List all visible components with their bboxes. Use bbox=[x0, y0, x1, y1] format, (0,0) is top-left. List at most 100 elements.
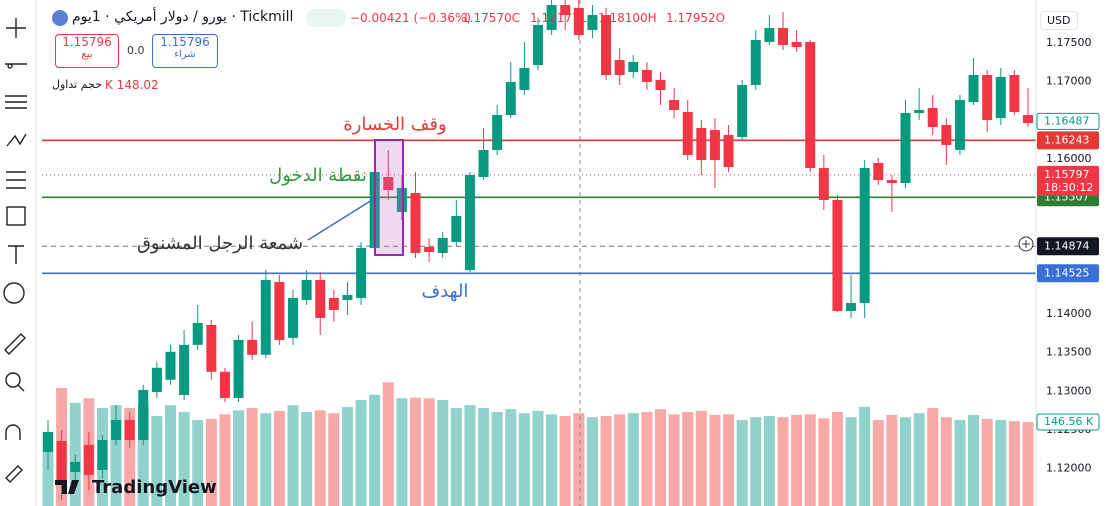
candle-body bbox=[396, 187, 407, 212]
volume-bar bbox=[546, 414, 558, 506]
candle-body bbox=[573, 7, 584, 35]
volume-bar bbox=[178, 412, 190, 506]
candle-body bbox=[233, 339, 244, 398]
candle-body bbox=[995, 77, 1006, 119]
volume-bar bbox=[559, 416, 571, 506]
volume-bar bbox=[1008, 421, 1020, 506]
candle-body bbox=[288, 297, 298, 338]
candle-body bbox=[846, 302, 857, 311]
volume-bar bbox=[791, 414, 803, 506]
symbol-icon bbox=[52, 10, 68, 26]
candle-body bbox=[464, 174, 475, 270]
candle-body bbox=[424, 246, 435, 252]
volume-bar bbox=[423, 398, 435, 506]
candle-body bbox=[43, 431, 53, 452]
candle-body bbox=[533, 24, 543, 66]
volume-bar bbox=[627, 413, 639, 506]
volume-bar bbox=[573, 413, 585, 506]
candle-body bbox=[478, 149, 489, 177]
candle-body bbox=[179, 344, 190, 395]
price-label-bg bbox=[1037, 264, 1099, 283]
volume-bar bbox=[968, 414, 980, 506]
last-price-bg bbox=[1037, 165, 1099, 196]
sell-button[interactable]: 1.15796 بيع bbox=[55, 34, 119, 68]
currency[interactable]: USD bbox=[1040, 11, 1078, 30]
candle-body bbox=[791, 42, 802, 47]
toolbar bbox=[0, 0, 36, 506]
volume-bar bbox=[69, 402, 81, 506]
candle-body bbox=[927, 107, 938, 128]
candle-body bbox=[492, 115, 503, 150]
candle-body bbox=[682, 111, 693, 156]
candle-body bbox=[601, 15, 612, 75]
candle-body bbox=[655, 80, 666, 91]
volume-bar bbox=[668, 414, 680, 506]
candle-body bbox=[669, 99, 680, 110]
volume-bar bbox=[192, 420, 204, 506]
buy-price: 1.15796 bbox=[160, 35, 210, 49]
status-pill[interactable] bbox=[306, 9, 346, 27]
volume-bar bbox=[927, 408, 939, 506]
candle-body bbox=[151, 367, 162, 392]
volume-bar bbox=[505, 409, 517, 506]
ohlc-close: 1.17570C bbox=[462, 11, 521, 25]
candle-body bbox=[383, 176, 394, 191]
volume-bar bbox=[586, 417, 598, 506]
volume-bar bbox=[886, 414, 898, 506]
volume-bar bbox=[995, 420, 1007, 506]
price-label-bg bbox=[1036, 112, 1100, 130]
candle-body bbox=[614, 59, 625, 75]
candle-body bbox=[328, 297, 339, 310]
price-label: 1.14525 bbox=[1044, 266, 1090, 279]
y-tick-label: 1.16000 bbox=[1046, 152, 1092, 165]
candle-body bbox=[750, 40, 761, 85]
toolbar-icons[interactable] bbox=[3, 18, 27, 483]
volume-value: K 148.02 bbox=[105, 78, 159, 92]
volume-bar bbox=[341, 406, 353, 506]
volume-bar bbox=[641, 412, 653, 506]
volume-bar bbox=[600, 416, 612, 506]
volume-bar bbox=[750, 417, 762, 506]
volume-bar bbox=[287, 405, 299, 506]
candle-body bbox=[451, 216, 462, 243]
volume-bar bbox=[110, 405, 122, 506]
candle-body bbox=[832, 199, 843, 311]
candle-body bbox=[437, 237, 448, 253]
volume-bar bbox=[763, 416, 775, 506]
volume-bar bbox=[532, 410, 544, 506]
volume-label: حجم تداول bbox=[52, 78, 102, 91]
volume-bar bbox=[518, 413, 530, 506]
ohlc-low: 1.17177L bbox=[530, 11, 587, 25]
candle-body bbox=[859, 168, 870, 303]
candle-body bbox=[560, 5, 571, 16]
candle-body bbox=[301, 280, 312, 300]
y-tick-label: 1.13500 bbox=[1046, 346, 1092, 359]
buy-button[interactable]: 1.15796 شراء bbox=[152, 34, 218, 68]
candle-body bbox=[124, 419, 135, 440]
price-axis-labels: 1.120001.125001.130001.135001.140001.160… bbox=[1036, 36, 1100, 475]
candle-body bbox=[165, 351, 176, 380]
candle-body bbox=[56, 440, 67, 480]
candle-body bbox=[886, 180, 897, 183]
candle-body bbox=[260, 280, 271, 355]
candle-body bbox=[954, 99, 965, 150]
symbol[interactable]: يورو / دولار أمريكي · 1يوم · Tickmill bbox=[72, 9, 294, 25]
volume-bar bbox=[614, 414, 626, 506]
candle-body bbox=[778, 28, 788, 45]
volume-bar bbox=[314, 410, 326, 506]
candle-body bbox=[900, 112, 911, 183]
candle-body bbox=[968, 74, 979, 103]
price-label-bg bbox=[1037, 131, 1099, 150]
candle-body bbox=[97, 439, 108, 470]
candle-body bbox=[737, 84, 748, 137]
volume-bar bbox=[845, 417, 857, 506]
volume-bar bbox=[736, 420, 748, 506]
volume-bar bbox=[818, 418, 830, 506]
volume-bar bbox=[369, 394, 381, 506]
volume-bar bbox=[151, 416, 163, 506]
price-lines bbox=[42, 139, 1036, 275]
price-label-bg bbox=[1037, 237, 1099, 256]
volume-bar bbox=[273, 410, 285, 506]
volume-bar bbox=[913, 413, 925, 506]
